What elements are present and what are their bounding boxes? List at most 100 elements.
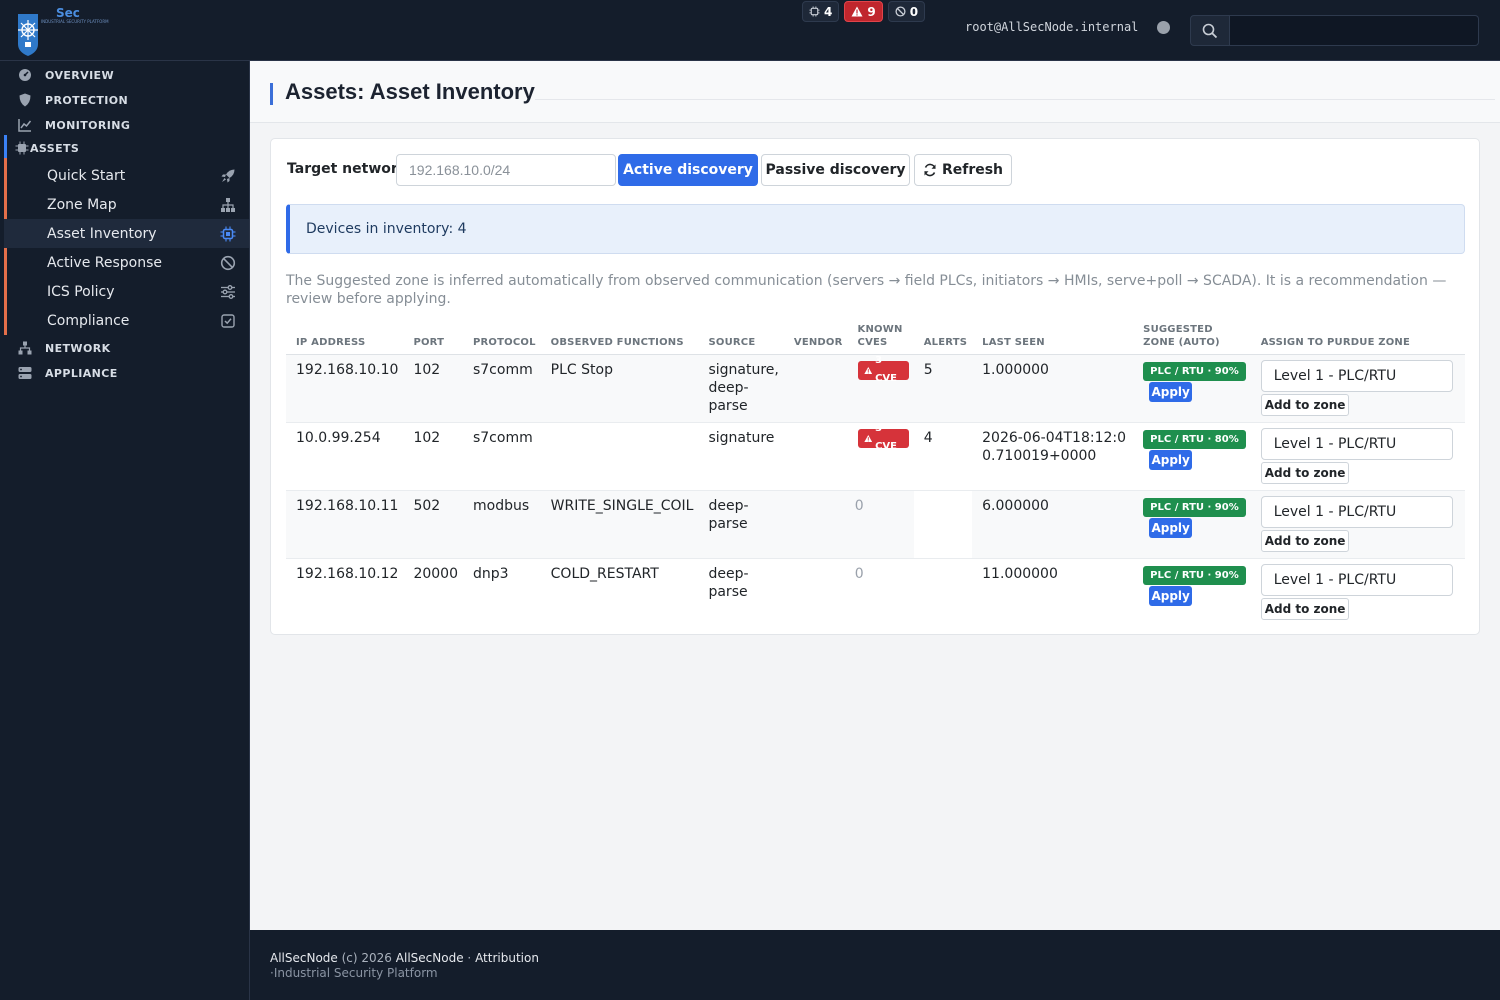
table-row: 10.0.99.254 102 s7comm signature 3 CVE 4… bbox=[286, 422, 1465, 491]
cell-port: 102 bbox=[403, 422, 463, 491]
search-input[interactable] bbox=[1230, 15, 1479, 46]
assets-active-indicator bbox=[4, 135, 7, 158]
sliders-icon bbox=[221, 285, 235, 299]
purdue-zone-select[interactable]: Level 1 - PLC/RTU bbox=[1260, 495, 1453, 528]
cell-cves: 3 CVE bbox=[847, 354, 914, 423]
suggested-zone-badge: PLC / RTU · 90% bbox=[1143, 497, 1246, 517]
sidebar-item-label: Quick Start bbox=[47, 167, 126, 184]
nav-network[interactable]: NETWORK bbox=[0, 336, 250, 360]
apply-zone-button[interactable]: Apply bbox=[1149, 585, 1193, 606]
add-to-zone-button[interactable]: Add to zone bbox=[1260, 461, 1350, 484]
refresh-button[interactable]: Refresh bbox=[914, 154, 1012, 186]
sidebar-item-label: ICS Policy bbox=[47, 283, 115, 300]
cell-protocol: modbus bbox=[462, 490, 541, 559]
app-logo[interactable]: Sec INDUSTRIAL SECURITY PLATFORM bbox=[14, 6, 114, 58]
sidebar-item-quick-start[interactable]: Quick Start bbox=[4, 161, 249, 190]
nav-protection[interactable]: PROTECTION bbox=[0, 88, 250, 112]
cve-badge[interactable]: 3 CVE bbox=[857, 423, 909, 452]
refresh-label: Refresh bbox=[941, 162, 1004, 178]
cell-cves: 3 CVE bbox=[847, 422, 914, 491]
cell-ip: 192.168.10.10 bbox=[286, 354, 404, 423]
sitemap-icon bbox=[221, 198, 235, 212]
alert-count: 9 bbox=[867, 4, 876, 19]
cell-suggested-zone: PLC / RTU · 90% Apply bbox=[1133, 558, 1251, 626]
sidebar-item-active-response[interactable]: Active Response bbox=[4, 248, 249, 277]
nav-monitoring-label: MONITORING bbox=[45, 118, 131, 132]
target-network-input[interactable] bbox=[396, 154, 616, 186]
footer: AllSecNode (c) 2026 AllSecNode · Attribu… bbox=[250, 930, 1500, 1000]
cell-functions: WRITE_SINGLE_COIL bbox=[540, 490, 699, 559]
add-to-zone-button[interactable]: Add to zone bbox=[1260, 393, 1350, 416]
cell-suggested-zone: PLC / RTU · 90% Apply bbox=[1133, 490, 1251, 559]
page-title: Assets: Asset Inventory bbox=[285, 79, 535, 104]
shield-icon bbox=[19, 93, 31, 107]
nav-overview[interactable]: OVERVIEW bbox=[0, 63, 250, 87]
purdue-zone-select[interactable]: Level 1 - PLC/RTU bbox=[1260, 427, 1453, 460]
search-button[interactable] bbox=[1190, 15, 1230, 46]
purdue-zone-select[interactable]: Level 1 - PLC/RTU bbox=[1260, 359, 1453, 392]
suggested-zone-badge: PLC / RTU · 90% bbox=[1143, 361, 1246, 381]
cell-source: signature, deep-parse bbox=[698, 354, 784, 423]
cell-functions: PLC Stop bbox=[540, 354, 699, 423]
active-discovery-button[interactable]: Active discovery bbox=[618, 154, 758, 186]
cell-last-seen: 2026-06-04T18:12:00.710019+0000 bbox=[972, 422, 1134, 491]
cell-assign-zone: Level 1 - PLC/RTU Add to zone bbox=[1250, 490, 1465, 559]
block-icon bbox=[895, 6, 906, 17]
active-discovery-label: Active discovery bbox=[623, 162, 753, 178]
sidebar-item-zone-map[interactable]: Zone Map bbox=[4, 190, 249, 219]
cell-assign-zone: Level 1 - PLC/RTU Add to zone bbox=[1250, 354, 1465, 423]
nav-network-label: NETWORK bbox=[45, 341, 111, 355]
suggested-zone-badge: PLC / RTU · 90% bbox=[1143, 565, 1246, 585]
alert-count-badge[interactable]: 9 bbox=[844, 1, 883, 22]
cell-functions bbox=[540, 422, 699, 491]
page-header: Assets: Asset Inventory bbox=[250, 61, 1500, 123]
cell-port: 20000 bbox=[413, 565, 458, 582]
passive-discovery-button[interactable]: Passive discovery bbox=[761, 154, 910, 186]
cell-vendor bbox=[783, 422, 848, 491]
search-icon bbox=[1202, 23, 1218, 38]
cell-suggested-zone: PLC / RTU · 80% Apply bbox=[1133, 422, 1251, 491]
footer-copyright: AllSecNode (c) 2026 AllSecNode · Attribu… bbox=[270, 951, 539, 965]
add-to-zone-button[interactable]: Add to zone bbox=[1260, 597, 1350, 620]
current-user[interactable]: root@AllSecNode.internal bbox=[965, 20, 1139, 34]
cell-last-seen: 11.000000 bbox=[982, 565, 1058, 582]
warning-icon bbox=[851, 6, 863, 17]
blocked-count-badge[interactable]: 0 bbox=[887, 1, 926, 22]
footer-attribution-link[interactable]: Attribution bbox=[475, 951, 539, 965]
apply-zone-button[interactable]: Apply bbox=[1149, 517, 1193, 538]
cve-count: 3 CVE bbox=[875, 355, 897, 384]
cve-badge[interactable]: 3 CVE bbox=[857, 355, 909, 384]
col-protocol: PROTOCOL bbox=[462, 320, 541, 355]
col-alerts: ALERTS bbox=[913, 320, 973, 355]
nav-assets-label: ASSETS bbox=[30, 141, 80, 155]
purdue-zone-select[interactable]: Level 1 - PLC/RTU bbox=[1260, 563, 1453, 596]
sidebar-item-ics-policy[interactable]: ICS Policy bbox=[4, 277, 249, 306]
asset-count-badge[interactable]: 4 bbox=[802, 1, 840, 22]
sidebar-item-asset-inventory[interactable]: Asset Inventory bbox=[4, 219, 249, 248]
add-to-zone-button[interactable]: Add to zone bbox=[1260, 529, 1350, 552]
chart-line-icon bbox=[18, 119, 32, 132]
refresh-icon bbox=[924, 163, 936, 177]
suggested-zone-note: The Suggested zone is inferred automatic… bbox=[286, 273, 1447, 307]
cell-vendor bbox=[783, 354, 848, 423]
user-status-dot bbox=[1157, 21, 1170, 34]
sidebar-item-label: Compliance bbox=[47, 312, 130, 329]
table-row: 192.168.10.10 102 s7comm PLC Stop signat… bbox=[286, 354, 1465, 423]
cell-source: signature bbox=[698, 422, 784, 491]
asset-count: 4 bbox=[824, 4, 833, 19]
cell-assign-zone: Level 1 - PLC/RTU Add to zone bbox=[1250, 422, 1465, 491]
nav-appliance-label: APPLIANCE bbox=[45, 366, 118, 380]
table-row: 192.168.10.11 502 modbus WRITE_SINGLE_CO… bbox=[286, 490, 1465, 559]
cell-protocol: dnp3 bbox=[472, 565, 509, 582]
top-bar: Sec INDUSTRIAL SECURITY PLATFORM 4 9 0 r… bbox=[0, 0, 1500, 61]
apply-zone-button[interactable]: Apply bbox=[1149, 449, 1193, 470]
apply-zone-button[interactable]: Apply bbox=[1149, 381, 1193, 402]
footer-owner-link[interactable]: AllSecNode bbox=[395, 951, 464, 965]
nav-appliance[interactable]: APPLIANCE bbox=[0, 361, 250, 385]
nav-assets[interactable]: ASSETS bbox=[0, 136, 250, 160]
sidebar-item-compliance[interactable]: Compliance bbox=[4, 306, 249, 335]
suggested-zone-badge: PLC / RTU · 80% bbox=[1143, 429, 1246, 449]
blocked-count: 0 bbox=[909, 4, 919, 19]
status-badges: 4 9 0 bbox=[802, 1, 926, 22]
nav-monitoring[interactable]: MONITORING bbox=[0, 113, 250, 137]
